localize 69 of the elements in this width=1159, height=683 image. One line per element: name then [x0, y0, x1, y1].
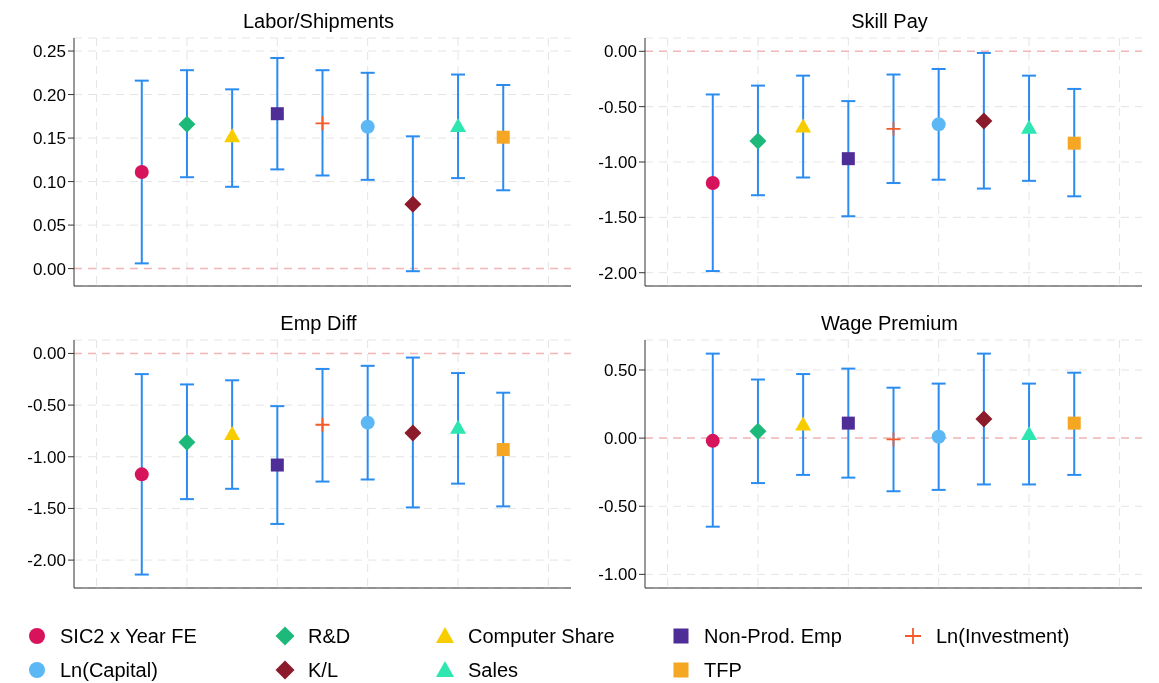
y-tick-label: -2.00	[598, 263, 637, 283]
chart-title: Wage Premium	[819, 311, 960, 336]
y-tick-label: 0.05	[32, 216, 66, 236]
y-tick-label: -1.00	[598, 153, 637, 173]
point	[749, 422, 767, 440]
point	[705, 433, 720, 448]
chart-title: Emp Diff	[279, 311, 358, 336]
point	[1067, 416, 1081, 430]
y-tick-label: 0.50	[603, 361, 637, 381]
point	[795, 416, 812, 431]
point	[224, 426, 241, 441]
point	[314, 115, 331, 132]
y-tick-label: 0.25	[32, 42, 66, 62]
y-tick-label: -0.50	[27, 396, 66, 416]
y-tick-label: -1.50	[598, 208, 637, 228]
y-tick-label: -0.50	[598, 97, 637, 117]
point	[496, 130, 510, 144]
point	[404, 424, 422, 442]
point	[360, 415, 375, 430]
point	[1021, 426, 1038, 441]
y-tick-label: 0.20	[32, 85, 66, 105]
point	[496, 443, 510, 457]
point	[270, 458, 284, 472]
y-tick-label: -1.00	[27, 447, 66, 467]
point	[931, 117, 946, 132]
y-tick-label: -0.50	[598, 497, 637, 517]
point	[314, 416, 331, 433]
point	[450, 419, 467, 434]
point	[134, 165, 149, 180]
point	[360, 119, 375, 134]
y-tick-label: 0.00	[603, 429, 637, 449]
point	[931, 429, 946, 444]
point	[1067, 136, 1081, 150]
legend-label: SIC2 x Year FE	[60, 624, 197, 648]
point	[270, 107, 284, 121]
chart-title: Skill Pay	[850, 9, 929, 34]
chart-title: Labor/Shipments	[241, 9, 396, 34]
y-tick-label: -1.50	[27, 499, 66, 519]
y-tick-label: -1.00	[598, 565, 637, 585]
legend-label: K/L	[308, 658, 339, 682]
point	[795, 118, 812, 133]
legend-label: R&D	[308, 624, 351, 648]
point	[975, 410, 993, 428]
y-tick-label: 0.00	[32, 344, 66, 364]
legend-label: Computer Share	[468, 624, 615, 648]
legend-label: Non-Prod. Emp	[704, 624, 842, 648]
point	[885, 431, 902, 448]
point	[450, 117, 467, 132]
point	[1021, 119, 1038, 134]
legend-label: Sales	[468, 658, 519, 682]
point	[178, 115, 196, 133]
y-tick-label: -2.00	[27, 551, 66, 571]
y-tick-label: 0.15	[32, 129, 66, 149]
y-tick-label: 0.00	[32, 259, 66, 279]
y-tick-label: 0.00	[603, 42, 637, 62]
point	[841, 152, 855, 166]
point	[975, 112, 993, 130]
point	[749, 132, 767, 150]
legend-label: Ln(Capital)	[60, 658, 158, 682]
legend-label: Ln(Investment)	[936, 624, 1070, 648]
point	[134, 467, 149, 482]
point	[885, 120, 902, 137]
point	[841, 416, 855, 430]
point	[705, 176, 720, 191]
point	[404, 195, 422, 213]
point	[178, 433, 196, 451]
legend-label: TFP	[704, 658, 742, 682]
point	[224, 128, 241, 143]
y-tick-label: 0.10	[32, 172, 66, 192]
